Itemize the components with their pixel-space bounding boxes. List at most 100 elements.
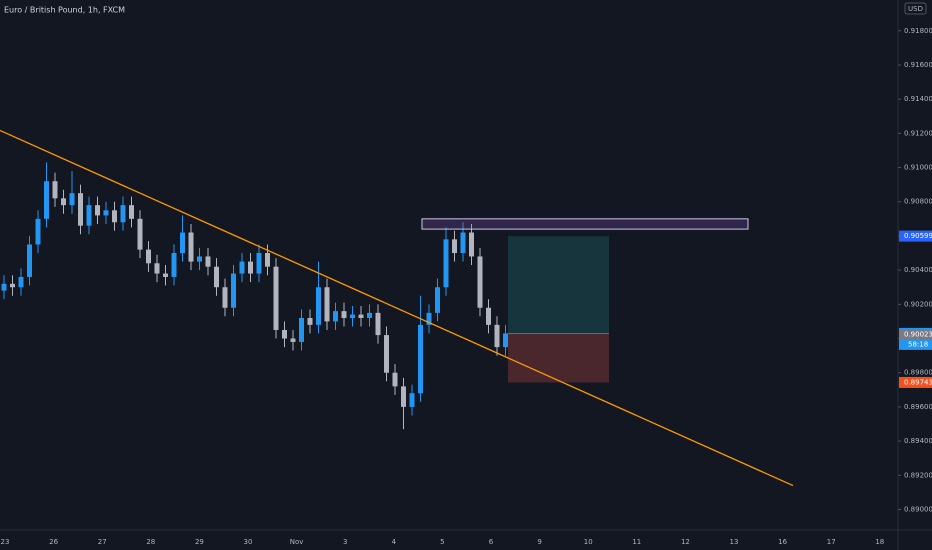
x-tick-label: 4 bbox=[392, 538, 397, 546]
price-tag bbox=[899, 329, 932, 341]
candle-body bbox=[477, 256, 483, 308]
x-tick-label: 11 bbox=[632, 538, 641, 546]
price-tag-label: 0.90023 bbox=[904, 331, 932, 339]
x-tick-label: 3 bbox=[343, 538, 347, 546]
candle-body bbox=[239, 261, 245, 274]
x-tick-label: 10 bbox=[584, 538, 593, 546]
x-tick-label: 12 bbox=[681, 538, 690, 546]
countdown-box bbox=[899, 338, 932, 350]
candle-body bbox=[86, 205, 92, 226]
candle-body bbox=[401, 386, 406, 407]
candle-body bbox=[248, 261, 253, 274]
candle-body bbox=[231, 273, 236, 308]
candle-body bbox=[103, 210, 109, 216]
currency-box[interactable] bbox=[904, 2, 927, 15]
x-tick-label: 16 bbox=[778, 538, 787, 546]
candle-body bbox=[69, 193, 75, 206]
candle-body bbox=[78, 193, 83, 226]
candle-body bbox=[307, 318, 313, 325]
candle-body bbox=[367, 312, 372, 318]
candle-body bbox=[35, 218, 41, 245]
candle-body bbox=[188, 232, 194, 262]
candle-body bbox=[282, 329, 287, 339]
candle-body bbox=[120, 205, 126, 223]
candle-body bbox=[222, 287, 228, 308]
candle-body bbox=[180, 232, 185, 254]
price-tag bbox=[899, 230, 932, 242]
candle-body bbox=[273, 266, 279, 330]
candle-body bbox=[460, 232, 466, 254]
x-tick-label: 27 bbox=[98, 538, 107, 546]
profit-zone bbox=[508, 236, 609, 334]
candle-body bbox=[290, 338, 296, 342]
candle-body bbox=[10, 283, 15, 288]
candle-body bbox=[163, 273, 168, 277]
trendline bbox=[0, 129, 794, 487]
candle-body bbox=[384, 335, 389, 373]
candle-body bbox=[409, 393, 415, 407]
currency[interactable]: USD bbox=[908, 5, 923, 13]
candle-body bbox=[469, 232, 474, 257]
y-tick-label: 0.89600 bbox=[904, 403, 932, 411]
candle-body bbox=[333, 311, 338, 322]
x-tick-label: Nov bbox=[290, 538, 304, 546]
price-tag-label: 0.89743 bbox=[904, 378, 932, 386]
y-tick-label: 0.89200 bbox=[904, 471, 932, 479]
y-tick-label: 0.90800 bbox=[904, 198, 932, 206]
y-tick-label: 0.89000 bbox=[904, 505, 932, 513]
candle-body bbox=[52, 181, 58, 199]
y-tick-label: 0.91800 bbox=[904, 27, 932, 35]
candle-body bbox=[197, 256, 202, 262]
x-tick-label: 9 bbox=[537, 538, 541, 546]
resistance-zone bbox=[421, 218, 749, 230]
x-tick-label: 5 bbox=[440, 538, 444, 546]
candle-body bbox=[299, 318, 304, 342]
candle-body bbox=[205, 256, 211, 267]
x-tick-label: 28 bbox=[146, 538, 155, 546]
candle-body bbox=[214, 266, 219, 288]
price-tag bbox=[899, 376, 932, 388]
countdown: 58:18 bbox=[908, 340, 928, 348]
candle-body bbox=[154, 263, 160, 274]
candle-body bbox=[494, 324, 500, 348]
candle-body bbox=[137, 218, 143, 250]
y-tick-label: 0.89800 bbox=[904, 369, 932, 377]
candle-body bbox=[443, 239, 449, 288]
candle-body bbox=[256, 253, 262, 274]
candle-body bbox=[112, 210, 117, 223]
y-tick-label: 0.91200 bbox=[904, 129, 932, 137]
candle-body bbox=[171, 253, 177, 277]
candle-body bbox=[129, 205, 134, 219]
y-tick-label: 0.90400 bbox=[904, 266, 932, 274]
candle-body bbox=[486, 307, 491, 325]
y-tick-label: 0.91400 bbox=[904, 95, 932, 103]
candle-body bbox=[95, 205, 100, 216]
x-tick-label: 29 bbox=[195, 538, 204, 546]
x-tick-label: 30 bbox=[244, 538, 253, 546]
candle-body bbox=[435, 287, 440, 313]
price-tag-label: 0.90599 bbox=[904, 232, 932, 240]
candle-body bbox=[418, 324, 423, 394]
candle-body bbox=[27, 244, 32, 277]
x-tick-label: 23 bbox=[1, 538, 10, 546]
candle-body bbox=[426, 312, 432, 325]
candle-body bbox=[1, 283, 7, 291]
x-tick-label: 13 bbox=[730, 538, 739, 546]
candle-body bbox=[341, 311, 347, 318]
y-tick-label: 0.91000 bbox=[904, 164, 932, 172]
y-tick-label: 0.90200 bbox=[904, 300, 932, 308]
candle-body bbox=[44, 181, 49, 219]
x-tick-label: 6 bbox=[489, 538, 494, 546]
candle-body bbox=[452, 239, 457, 254]
chart-title: Euro / British Pound, 1h, FXCM bbox=[4, 6, 125, 15]
candle-body bbox=[265, 253, 270, 267]
x-tick-label: 18 bbox=[875, 538, 884, 546]
y-tick-label: 0.89400 bbox=[904, 437, 932, 445]
candle-body bbox=[316, 287, 321, 325]
x-tick-label: 26 bbox=[49, 538, 58, 546]
candle-body bbox=[146, 249, 151, 264]
candle-body bbox=[392, 372, 398, 387]
